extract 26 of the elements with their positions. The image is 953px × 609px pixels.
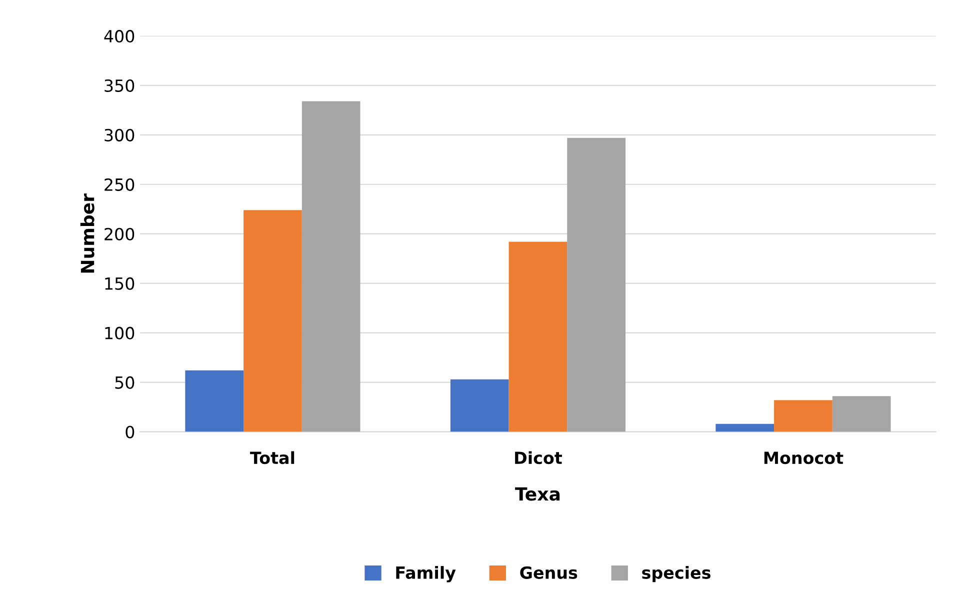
bar [567, 138, 626, 432]
y-axis-title: Number [80, 193, 94, 273]
y-tick-label: 300 [104, 128, 134, 142]
x-tick-label: Monocot [764, 452, 844, 464]
bar [774, 400, 832, 432]
legend-label: Family [396, 566, 456, 582]
bar [716, 424, 774, 432]
y-tick-label: 350 [104, 79, 134, 92]
y-tick-label: 0 [126, 426, 134, 438]
bar [450, 379, 509, 432]
y-tick-label: 50 [115, 376, 134, 389]
bar [508, 242, 568, 432]
legend-label: Genus [520, 566, 578, 579]
x-axis-title: Texa [515, 487, 560, 501]
y-tick-label: 400 [104, 30, 134, 42]
bar [185, 370, 244, 432]
y-tick-label: 200 [104, 228, 134, 240]
legend-label: species [642, 566, 710, 582]
bar [832, 396, 891, 432]
y-tick-label: 250 [104, 178, 134, 191]
y-tick-label: 150 [105, 277, 134, 290]
y-tick-label: 100 [105, 326, 134, 340]
bar [302, 101, 360, 432]
bar [244, 210, 302, 432]
x-tick-label: Dicot [515, 451, 562, 464]
x-tick-label: Total [250, 451, 294, 464]
